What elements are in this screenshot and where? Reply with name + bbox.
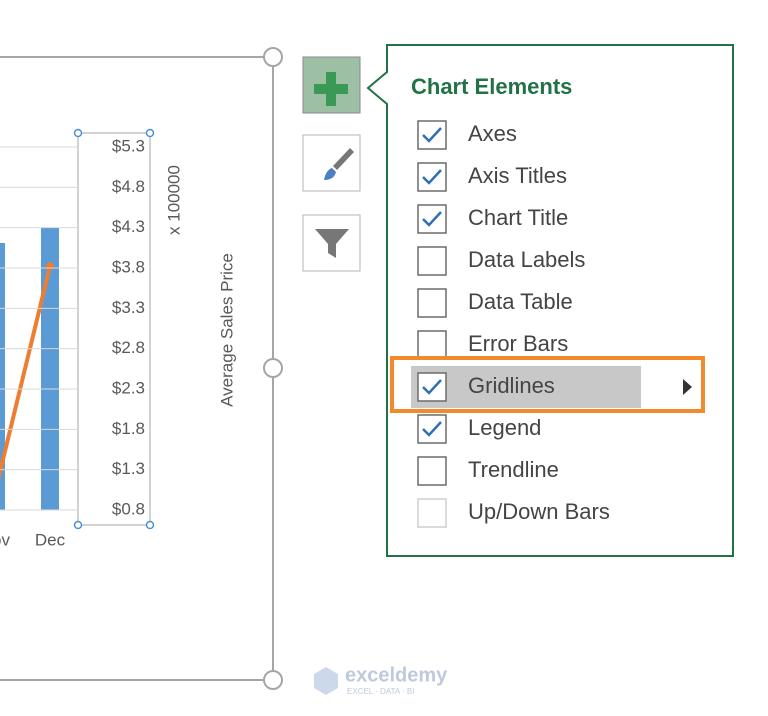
checkmark: [422, 169, 442, 185]
checkbox[interactable]: [417, 288, 447, 318]
element-option[interactable]: Data Table: [417, 288, 573, 318]
option-label: Axes: [468, 121, 517, 146]
axis-tick-label: $5.3: [112, 136, 145, 155]
line-series: [0, 265, 52, 481]
checkbox[interactable]: [417, 456, 447, 486]
option-label: Axis Titles: [468, 163, 567, 188]
selection-handle: [73, 128, 83, 138]
resize-handle[interactable]: [263, 47, 283, 67]
checkmark: [422, 127, 442, 143]
watermark-name: exceldemy: [345, 664, 448, 686]
checkbox[interactable]: [417, 330, 447, 360]
element-option[interactable]: Axes: [417, 120, 517, 150]
checkbox[interactable]: [417, 162, 447, 192]
checkbox[interactable]: [417, 120, 447, 150]
axis-tick-label: $3.3: [112, 298, 145, 317]
checkmark: [422, 379, 442, 395]
checkbox[interactable]: [417, 204, 447, 234]
option-label: Trendline: [468, 457, 559, 482]
option-label: Legend: [468, 415, 541, 440]
axis-tick-label: $3.8: [112, 257, 145, 276]
checkbox[interactable]: [417, 372, 447, 402]
checkmark: [422, 211, 442, 227]
watermark-logo: [314, 667, 338, 695]
bar: [41, 228, 59, 510]
axis-selection[interactable]: [77, 132, 151, 526]
option-label: Data Table: [468, 289, 573, 314]
element-option[interactable]: Gridlines: [390, 356, 705, 413]
category-label: ov: [0, 530, 10, 549]
resize-handle[interactable]: [263, 670, 283, 690]
selection-handle: [145, 128, 155, 138]
chart-filters-button[interactable]: [302, 214, 361, 272]
category-label: Dec: [35, 530, 66, 549]
panel-title: Chart Elements: [411, 74, 572, 99]
axis-tick-label: $2.3: [112, 378, 145, 397]
axis-tick-label: $1.3: [112, 459, 145, 478]
resize-handle[interactable]: [263, 358, 283, 378]
element-option[interactable]: Data Labels: [417, 246, 585, 276]
element-option: Up/Down Bars: [417, 498, 610, 528]
axis-tick-label: $4.8: [112, 177, 145, 196]
option-label: Chart Title: [468, 205, 568, 230]
option-label: Data Labels: [468, 247, 585, 272]
chart-elements-button[interactable]: [302, 56, 361, 114]
callout-box: [390, 356, 705, 413]
watermark: exceldemy EXCEL · DATA · BI: [314, 664, 448, 696]
selection-handle: [145, 520, 155, 530]
bar: [0, 243, 5, 510]
axis-tick-label: $4.3: [112, 217, 145, 236]
axis-tick-label: $2.8: [112, 338, 145, 357]
checkmark: [422, 421, 442, 437]
option-label: Gridlines: [468, 373, 555, 398]
element-option[interactable]: Error Bars: [417, 330, 568, 360]
option-label: Up/Down Bars: [468, 499, 610, 524]
element-option[interactable]: Axis Titles: [417, 162, 567, 192]
selection-handle: [73, 520, 83, 530]
chart-styles-button[interactable]: [302, 134, 361, 192]
watermark-tagline: EXCEL · DATA · BI: [347, 687, 414, 696]
line-point: [46, 262, 54, 270]
checkbox: [417, 498, 447, 528]
selection-highlight: [411, 366, 641, 408]
axis-tick-label: $0.8: [112, 499, 145, 518]
element-option[interactable]: Trendline: [417, 456, 559, 486]
option-label: Error Bars: [468, 331, 568, 356]
button-bg: [302, 134, 361, 192]
element-option[interactable]: Chart Title: [417, 204, 568, 234]
brush-icon: [333, 148, 354, 170]
element-list: Axes Axis Titles Chart Title Data Labels Dat…: [390, 120, 705, 528]
element-option[interactable]: Legend: [417, 414, 541, 444]
axis-handles: [73, 128, 155, 530]
brush-tip: [324, 168, 336, 180]
axis-unit: x 100000: [164, 165, 183, 235]
axis-title: Average Sales Price: [217, 253, 236, 407]
filter-icon: [315, 229, 349, 258]
submenu-arrow[interactable]: [683, 379, 692, 395]
checkbox[interactable]: [417, 414, 447, 444]
checkbox[interactable]: [417, 246, 447, 276]
plus-icon: [314, 72, 348, 106]
chart-elements-panel: [366, 44, 734, 557]
axis-tick-label: $1.8: [112, 419, 145, 438]
